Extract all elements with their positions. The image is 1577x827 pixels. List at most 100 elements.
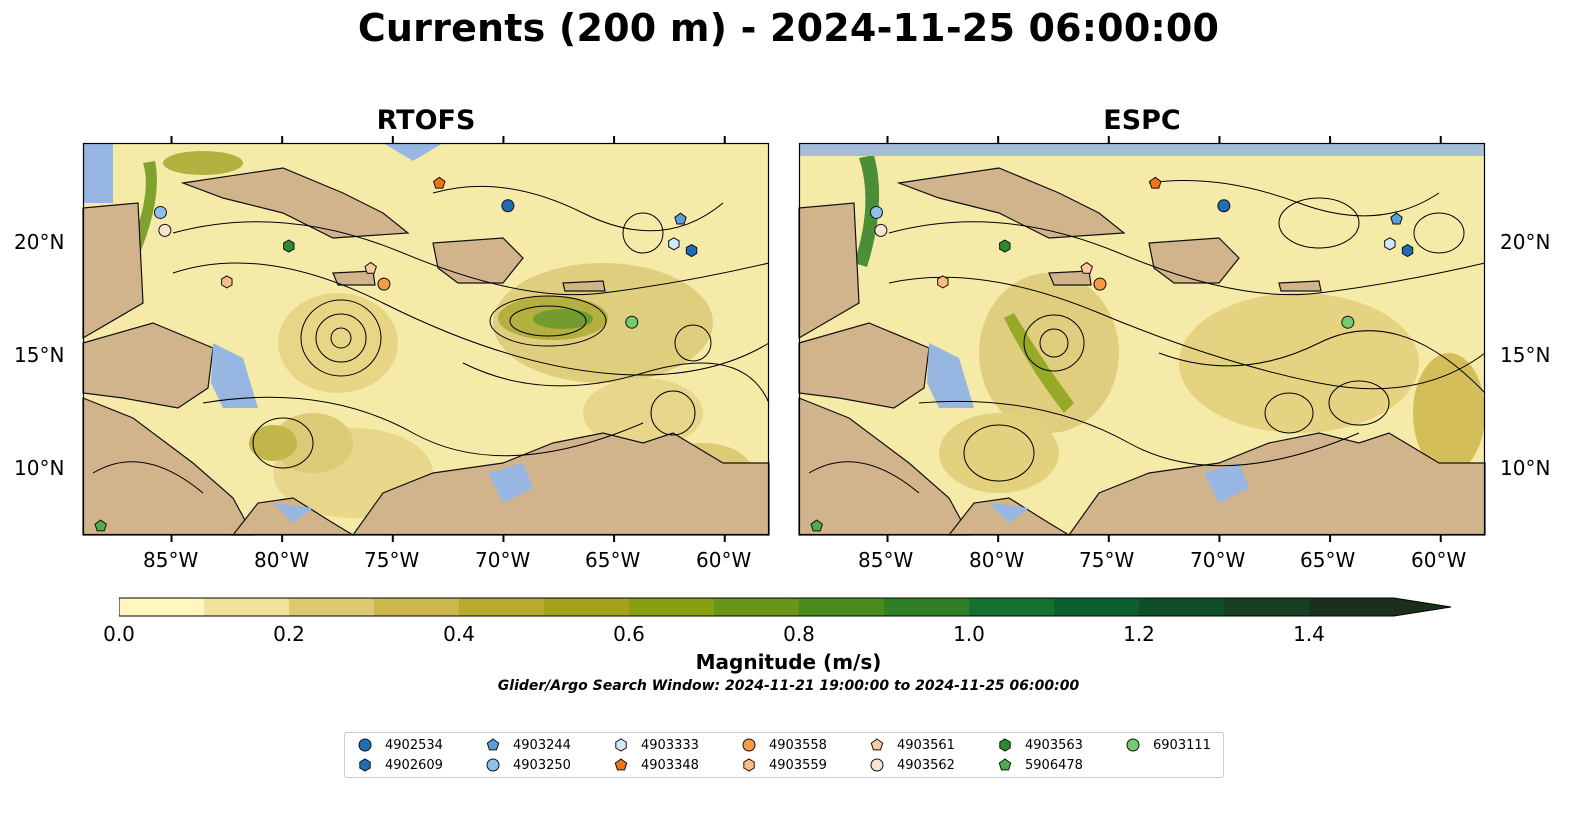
float-legend: 4902534 4902609 4903244 4903250 4903333 49033…	[344, 732, 1224, 778]
shallow-water	[83, 143, 533, 523]
lat-label-right-20n: 20°N	[1500, 230, 1551, 254]
colorbar-bin	[374, 598, 460, 616]
legend-label: 4903244	[513, 737, 571, 753]
float-marker-4903559	[937, 275, 949, 289]
legend-item-4903562: 4903562	[869, 757, 955, 773]
legend-label: 4903559	[769, 757, 827, 773]
lon-label-right-60w: 60°W	[1411, 548, 1467, 572]
lon-label-left-65w: 65°W	[585, 548, 641, 572]
colorbar-bin	[1309, 598, 1395, 616]
colorbar-tick-label: 0.4	[443, 622, 475, 646]
colorbar-bin	[714, 598, 800, 616]
current-speed-shading	[799, 143, 1485, 493]
float-marker-5906478	[94, 519, 107, 532]
float-marker-4903250	[869, 205, 883, 219]
legend-item-4903563: 4903563	[997, 737, 1083, 753]
colorbar-bin	[629, 598, 715, 616]
lon-label-left-80w: 80°W	[254, 548, 310, 572]
colorbar	[118, 596, 1454, 622]
map-panel-espc	[798, 136, 1486, 542]
colorbar-bin	[459, 598, 545, 616]
float-marker-4902609	[685, 243, 698, 258]
lat-label-left-20n: 20°N	[14, 230, 65, 254]
lon-label-right-65w: 65°W	[1300, 548, 1356, 572]
float-marker-4903558	[1093, 277, 1107, 291]
float-marker-4903558	[377, 277, 391, 291]
float-marker-6903111	[1341, 315, 1355, 329]
lat-label-right-15n: 15°N	[1500, 343, 1551, 367]
hexagon-marker-icon	[999, 738, 1011, 752]
float-marker-4903250	[153, 205, 167, 219]
map-espc	[798, 136, 1486, 542]
legend-label: 4903563	[1025, 737, 1083, 753]
float-marker-4903333	[668, 237, 680, 251]
colorbar-swatches	[118, 597, 1452, 617]
legend-item-4903333: 4903333	[613, 737, 699, 753]
float-marker-4903561	[364, 261, 377, 274]
pentagon-marker-icon	[486, 738, 500, 751]
lon-label-right-85w: 85°W	[858, 548, 914, 572]
circle-marker-icon	[358, 738, 372, 752]
colorbar-extend-arrow	[1394, 598, 1451, 616]
lon-label-left-70w: 70°W	[475, 548, 531, 572]
map-frame	[82, 142, 770, 536]
hexagon-marker-icon	[615, 738, 627, 752]
float-marker-4903561	[1080, 261, 1093, 274]
legend-item-4902609: 4902609	[357, 757, 443, 773]
legend-item-6903111: 6903111	[1125, 737, 1211, 753]
current-streamlines	[92, 185, 770, 494]
legend-label: 4902534	[385, 737, 443, 753]
legend-label: 4903250	[513, 757, 571, 773]
float-marker-6903111	[625, 315, 639, 329]
panel-title-rtofs: RTOFS	[376, 105, 476, 136]
float-marker-4903244	[674, 212, 687, 225]
float-markers-rtofs	[94, 176, 698, 532]
legend-item-4903244: 4903244	[485, 737, 571, 753]
lon-label-right-70w: 70°W	[1190, 548, 1246, 572]
lat-label-right-10n: 10°N	[1500, 456, 1551, 480]
map-rtofs	[82, 136, 770, 542]
colorbar-frame	[118, 597, 1452, 617]
legend-label: 4903333	[641, 737, 699, 753]
legend-item-4903348: 4903348	[613, 757, 699, 773]
legend-label: 4902609	[385, 757, 443, 773]
legend-item-4902534: 4902534	[357, 737, 443, 753]
float-marker-4903563	[283, 239, 295, 253]
legend-label: 5906478	[1025, 757, 1083, 773]
circle-marker-icon	[486, 758, 500, 772]
axis-ticks	[170, 136, 726, 542]
lon-label-left-85w: 85°W	[143, 548, 199, 572]
lon-label-left-75w: 75°W	[364, 548, 420, 572]
colorbar-tick-label: 0.2	[273, 622, 305, 646]
land-masses	[798, 167, 1486, 536]
float-marker-4902534	[501, 199, 515, 213]
colorbar-tick-label: 1.2	[1123, 622, 1155, 646]
float-marker-4903244	[1390, 212, 1403, 225]
panel-title-espc: ESPC	[1103, 105, 1181, 136]
circle-marker-icon	[742, 738, 756, 752]
pentagon-marker-icon	[614, 758, 628, 771]
pentagon-marker-icon	[870, 738, 884, 751]
lon-label-right-75w: 75°W	[1079, 548, 1135, 572]
colorbar-tick-label: 0.6	[613, 622, 645, 646]
colorbar-bin	[799, 598, 885, 616]
legend-item-4903559: 4903559	[741, 757, 827, 773]
circle-marker-icon	[870, 758, 884, 772]
colorbar-bin	[1139, 598, 1225, 616]
colorbar-tick-label: 0.8	[783, 622, 815, 646]
search-window-caption: Glider/Argo Search Window: 2024-11-21 19…	[497, 678, 1080, 694]
legend-label: 4903561	[897, 737, 955, 753]
legend-label: 4903348	[641, 757, 699, 773]
float-marker-4902534	[1217, 199, 1231, 213]
float-marker-4903559	[221, 275, 233, 289]
colorbar-label: Magnitude (m/s)	[695, 650, 882, 674]
shallow-water	[927, 343, 1249, 523]
pentagon-marker-icon	[998, 758, 1012, 771]
lat-label-left-15n: 15°N	[14, 343, 65, 367]
hexagon-marker-icon	[743, 758, 755, 772]
colorbar-bin	[884, 598, 970, 616]
float-marker-4903333	[1384, 237, 1396, 251]
legend-item-4903250: 4903250	[485, 757, 571, 773]
float-marker-4902609	[1401, 243, 1414, 258]
current-streamlines	[808, 180, 1486, 494]
